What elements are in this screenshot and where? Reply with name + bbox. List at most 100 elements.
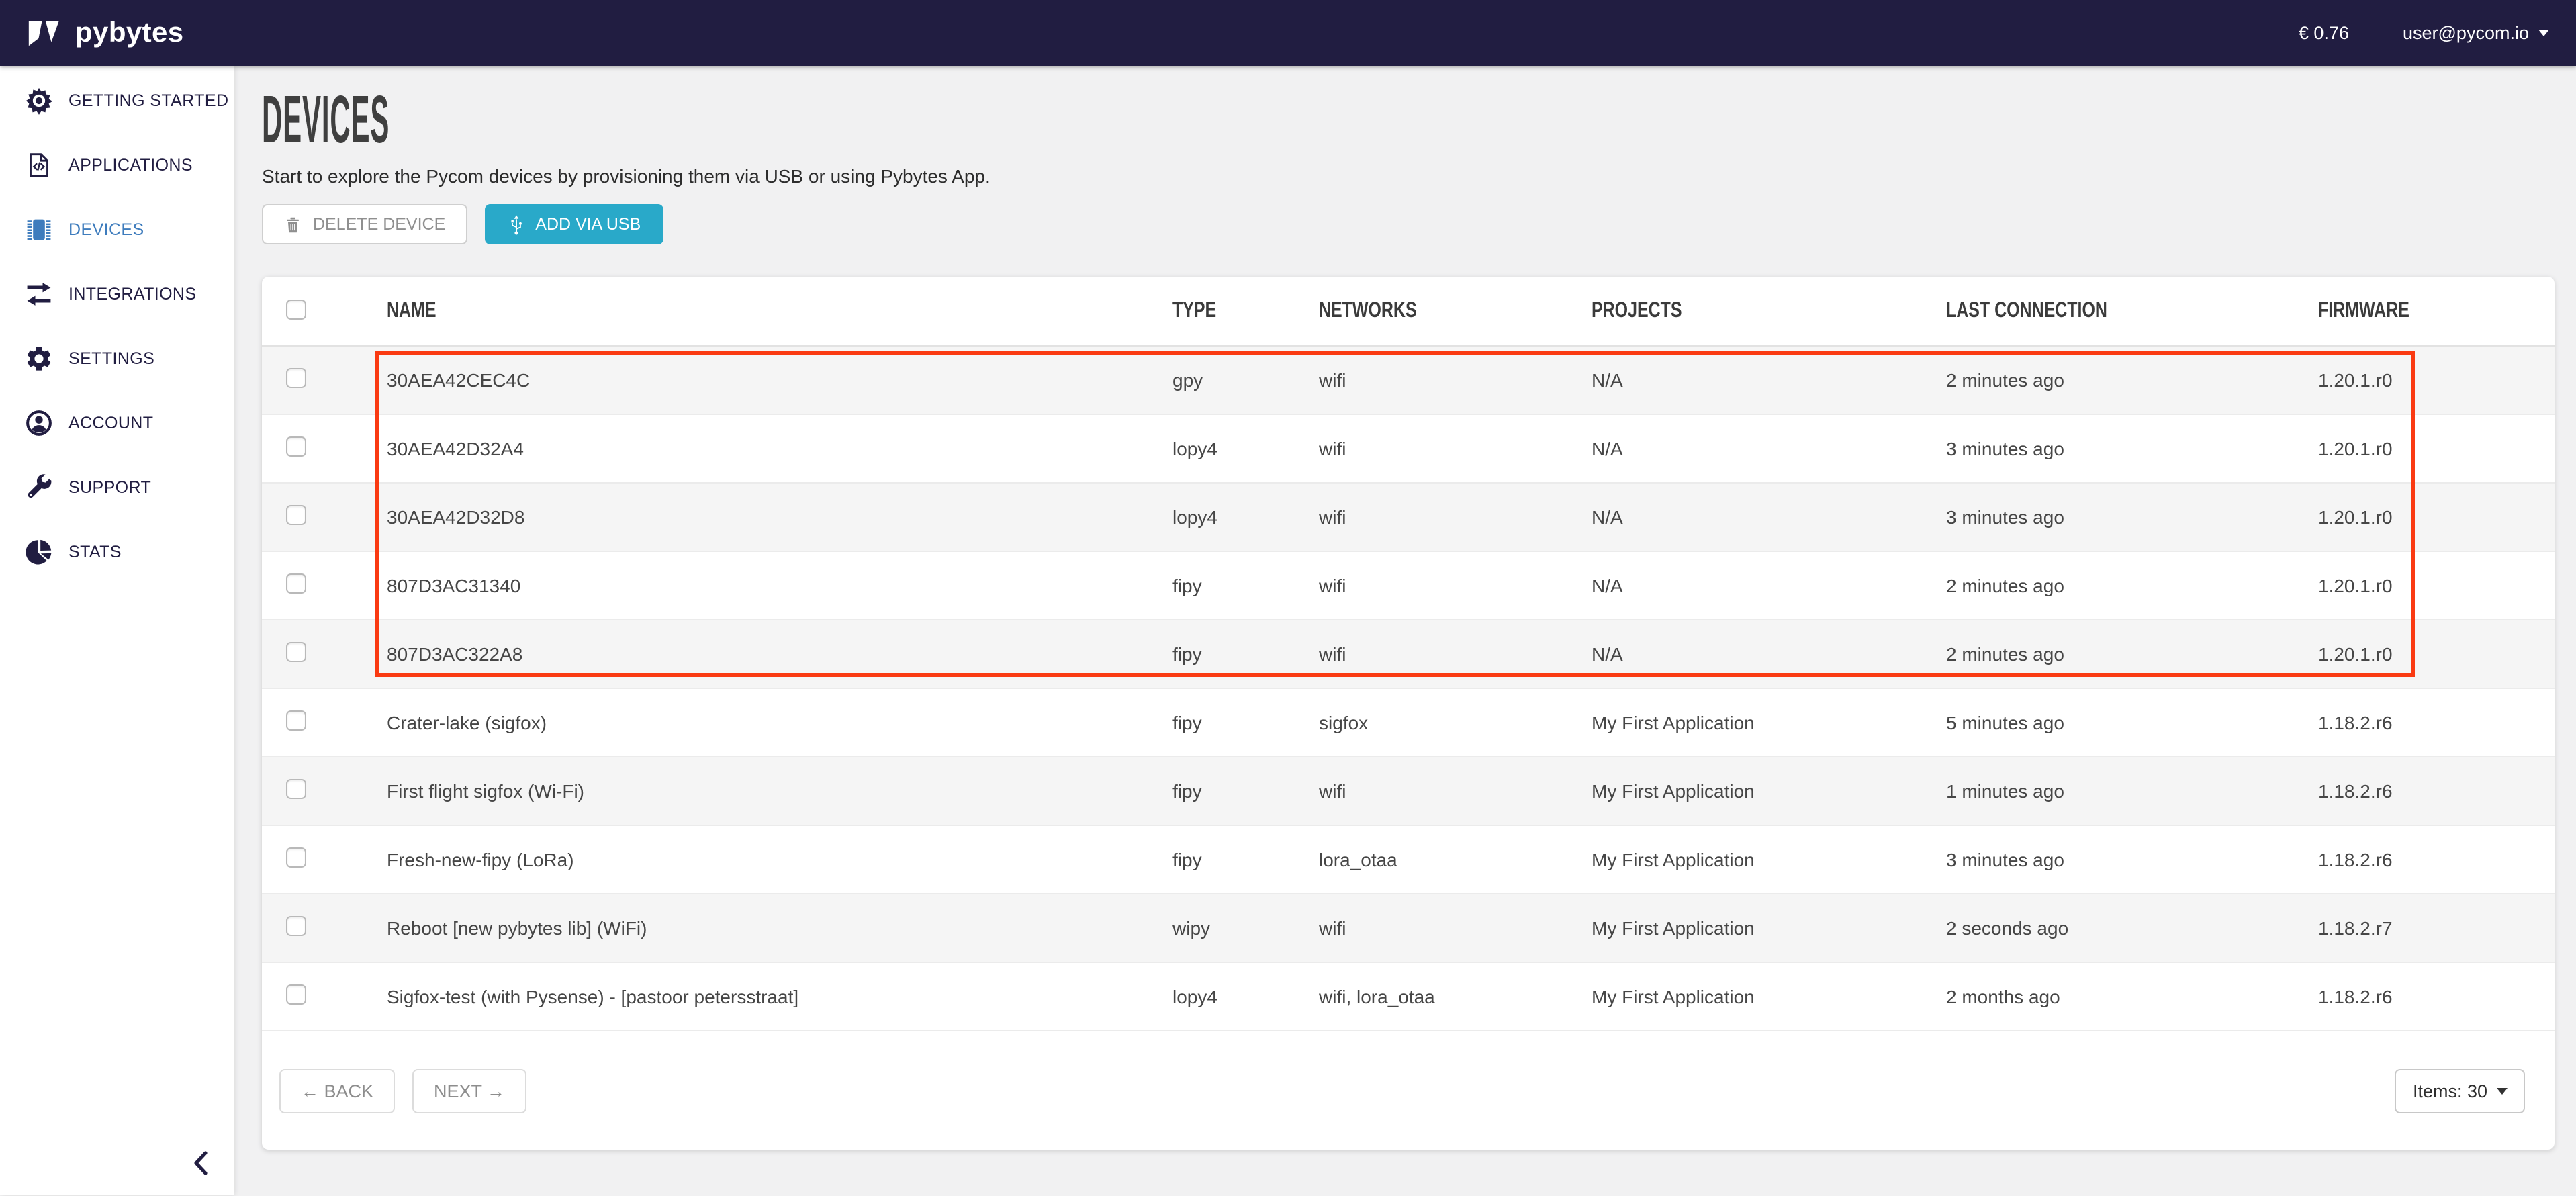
table-row[interactable]: Crater-lake (sigfox)fipysigfoxMy First A… bbox=[262, 689, 2555, 757]
brand-name: pybytes bbox=[75, 17, 184, 49]
cell-device-name: Fresh-new-fipy (LoRa) bbox=[387, 849, 1172, 870]
row-checkbox[interactable] bbox=[286, 642, 306, 662]
cell-device-projects: N/A bbox=[1592, 438, 1946, 459]
cell-device-firmware: 1.18.2.r6 bbox=[2318, 986, 2555, 1007]
cell-device-type: lopy4 bbox=[1172, 986, 1319, 1007]
cell-device-projects: N/A bbox=[1592, 575, 1946, 596]
column-header-networks: NETWORKS bbox=[1319, 299, 1592, 323]
sidebar: GETTING STARTED APPLICATIONS DEVICES INTEGR… bbox=[0, 66, 234, 1195]
select-all-checkbox[interactable] bbox=[286, 299, 306, 319]
cell-device-name: 30AEA42D32A4 bbox=[387, 438, 1172, 459]
table-row[interactable]: Reboot [new pybytes lib] (WiFi)wipywifiM… bbox=[262, 894, 2555, 963]
toolbar: DELETE DEVICE ADD V bbox=[262, 204, 2576, 244]
table-row[interactable]: 30AEA42CEC4CgpywifiN/A2 minutes ago1.20.… bbox=[262, 347, 2555, 415]
add-via-usb-button[interactable]: ADD VIA USB bbox=[484, 204, 663, 244]
cell-device-firmware: 1.20.1.r0 bbox=[2318, 369, 2555, 391]
delete-device-button[interactable]: DELETE DEVICE bbox=[262, 204, 467, 244]
sidebar-item-integrations[interactable]: INTEGRATIONS bbox=[0, 262, 234, 326]
cell-device-firmware: 1.18.2.r6 bbox=[2318, 849, 2555, 870]
cell-device-firmware: 1.18.2.r7 bbox=[2318, 917, 2555, 939]
chip-icon bbox=[23, 215, 55, 244]
cell-device-projects: My First Application bbox=[1592, 849, 1946, 870]
row-checkbox-cell bbox=[262, 642, 387, 666]
cell-device-name: Reboot [new pybytes lib] (WiFi) bbox=[387, 917, 1172, 939]
column-header-firmware: FIRMWARE bbox=[2318, 299, 2555, 323]
swap-arrows-icon bbox=[23, 279, 55, 309]
sidebar-item-account[interactable]: ACCOUNT bbox=[0, 391, 234, 455]
row-checkbox[interactable] bbox=[286, 847, 306, 868]
cell-device-last-connection: 3 minutes ago bbox=[1946, 506, 2318, 528]
row-checkbox[interactable] bbox=[286, 573, 306, 594]
sidebar-item-label: APPLICATIONS bbox=[68, 156, 193, 175]
items-per-page-dropdown[interactable]: Items: 30 bbox=[2395, 1069, 2525, 1113]
cell-device-networks: wifi bbox=[1319, 369, 1592, 391]
user-menu[interactable]: user@pycom.io bbox=[2403, 23, 2549, 43]
pycom-logo-icon bbox=[27, 17, 64, 49]
cell-device-networks: wifi bbox=[1319, 506, 1592, 528]
cell-device-type: fipy bbox=[1172, 849, 1319, 870]
sun-icon bbox=[23, 86, 55, 116]
cell-device-networks: wifi bbox=[1319, 917, 1592, 939]
navbar-right: € 0.76 user@pycom.io bbox=[2299, 23, 2549, 43]
cell-device-projects: N/A bbox=[1592, 369, 1946, 391]
table-header-row: NAMETYPENETWORKSPROJECTSLAST CONNECTIONF… bbox=[262, 277, 2555, 347]
pybytes-app: pybytes € 0.76 user@pycom.io GETTING STA… bbox=[0, 0, 2576, 1195]
row-checkbox-cell bbox=[262, 779, 387, 803]
top-navbar: pybytes € 0.76 user@pycom.io bbox=[0, 0, 2576, 66]
row-checkbox[interactable] bbox=[286, 436, 306, 457]
row-checkbox[interactable] bbox=[286, 368, 306, 388]
row-checkbox[interactable] bbox=[286, 984, 306, 1005]
cell-device-type: fipy bbox=[1172, 643, 1319, 665]
user-email: user@pycom.io bbox=[2403, 23, 2529, 43]
row-checkbox-cell bbox=[262, 916, 387, 940]
add-via-usb-label: ADD VIA USB bbox=[535, 215, 641, 234]
table-row[interactable]: 807D3AC31340fipywifiN/A2 minutes ago1.20… bbox=[262, 552, 2555, 620]
row-checkbox[interactable] bbox=[286, 779, 306, 799]
table-row[interactable]: Fresh-new-fipy (LoRa)fipylora_otaaMy Fir… bbox=[262, 826, 2555, 894]
cell-device-last-connection: 2 months ago bbox=[1946, 986, 2318, 1007]
header-checkbox-cell bbox=[262, 299, 387, 323]
row-checkbox[interactable] bbox=[286, 710, 306, 731]
cell-device-networks: wifi bbox=[1319, 438, 1592, 459]
cell-device-last-connection: 2 minutes ago bbox=[1946, 369, 2318, 391]
sidebar-item-getting-started[interactable]: GETTING STARTED bbox=[0, 68, 234, 133]
table-row[interactable]: 30AEA42D32A4lopy4wifiN/A3 minutes ago1.2… bbox=[262, 415, 2555, 484]
pie-chart-icon bbox=[23, 537, 55, 567]
sidebar-nav: GETTING STARTED APPLICATIONS DEVICES INTEGR… bbox=[0, 68, 234, 584]
brand[interactable]: pybytes bbox=[27, 17, 184, 49]
cell-device-name: Crater-lake (sigfox) bbox=[387, 712, 1172, 733]
sidebar-item-label: GETTING STARTED bbox=[68, 91, 228, 110]
cell-device-networks: wifi bbox=[1319, 780, 1592, 802]
cell-device-projects: N/A bbox=[1592, 643, 1946, 665]
cell-device-name: 807D3AC31340 bbox=[387, 575, 1172, 596]
cell-device-last-connection: 3 minutes ago bbox=[1946, 438, 2318, 459]
sidebar-item-devices[interactable]: DEVICES bbox=[0, 197, 234, 262]
cell-device-type: fipy bbox=[1172, 575, 1319, 596]
row-checkbox-cell bbox=[262, 368, 387, 392]
table-row[interactable]: 807D3AC322A8fipywifiN/A2 minutes ago1.20… bbox=[262, 620, 2555, 689]
cell-device-networks: sigfox bbox=[1319, 712, 1592, 733]
row-checkbox[interactable] bbox=[286, 916, 306, 936]
table-row[interactable]: 30AEA42D32D8lopy4wifiN/A3 minutes ago1.2… bbox=[262, 484, 2555, 552]
caret-down-icon bbox=[2497, 1088, 2508, 1095]
cell-device-type: wipy bbox=[1172, 917, 1319, 939]
code-file-icon bbox=[23, 150, 55, 180]
cell-device-last-connection: 2 seconds ago bbox=[1946, 917, 2318, 939]
sidebar-item-label: INTEGRATIONS bbox=[68, 285, 196, 304]
sidebar-item-settings[interactable]: SETTINGS bbox=[0, 326, 234, 391]
sidebar-collapse-button[interactable] bbox=[185, 1147, 218, 1182]
back-button[interactable]: ← BACK bbox=[279, 1069, 395, 1113]
usb-icon bbox=[507, 213, 524, 236]
account-balance[interactable]: € 0.76 bbox=[2299, 23, 2349, 43]
sidebar-item-label: ACCOUNT bbox=[68, 414, 153, 432]
next-button[interactable]: NEXT → bbox=[412, 1069, 526, 1113]
sidebar-item-support[interactable]: SUPPORT bbox=[0, 455, 234, 520]
cell-device-networks: lora_otaa bbox=[1319, 849, 1592, 870]
table-row[interactable]: Sigfox-test (with Pysense) - [pastoor pe… bbox=[262, 963, 2555, 1031]
table-row[interactable]: First flight sigfox (Wi-Fi)fipywifiMy Fi… bbox=[262, 757, 2555, 826]
sidebar-item-applications[interactable]: APPLICATIONS bbox=[0, 133, 234, 197]
sidebar-item-stats[interactable]: STATS bbox=[0, 520, 234, 584]
row-checkbox[interactable] bbox=[286, 505, 306, 525]
cell-device-last-connection: 3 minutes ago bbox=[1946, 849, 2318, 870]
cell-device-firmware: 1.20.1.r0 bbox=[2318, 438, 2555, 459]
